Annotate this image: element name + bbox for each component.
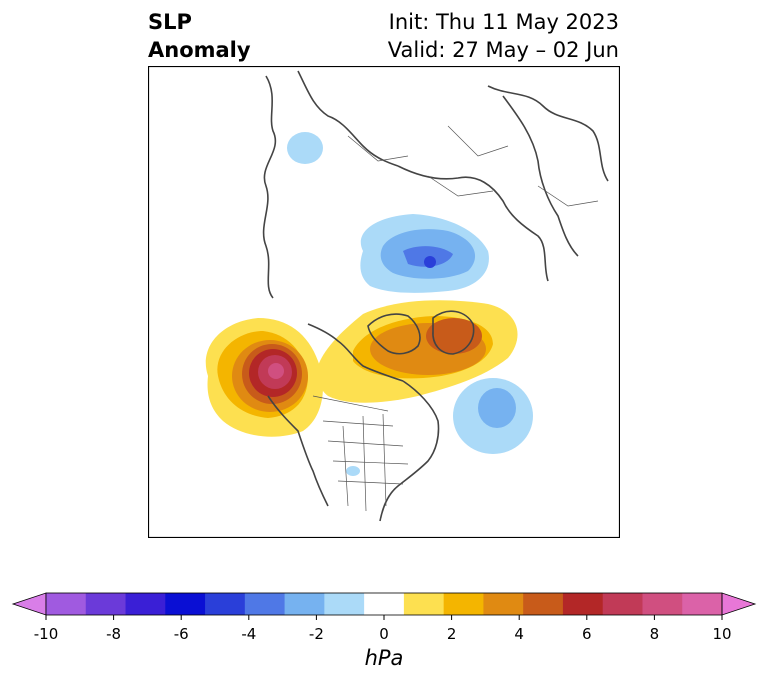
colorbar-cell xyxy=(483,593,524,615)
colorbar-cell xyxy=(682,593,723,615)
colorbar-cell xyxy=(125,593,166,615)
date-title: Init: Thu 11 May 2023 Valid: 27 May – 02… xyxy=(388,8,619,64)
colorbar-tick-label: -10 xyxy=(33,625,59,643)
colorbar-tick-label: 4 xyxy=(514,625,524,643)
colorbar-tick-label: 6 xyxy=(582,625,592,643)
colorbar-tick-label: 10 xyxy=(712,625,732,643)
colorbar-cell xyxy=(85,593,127,615)
colorbar-cell xyxy=(165,593,206,615)
slp-anomaly-map xyxy=(148,66,620,538)
colorbar-tick-label: -4 xyxy=(241,625,257,643)
colorbar-tick-label: 2 xyxy=(446,625,457,643)
colorbar-ticks xyxy=(45,615,723,620)
anomaly-negative-east-asia-small xyxy=(287,132,323,164)
colorbar-extend-low xyxy=(11,592,47,616)
colorbar-cell xyxy=(602,593,643,615)
colorbar-tick-label: 8 xyxy=(649,625,660,643)
colorbar-cell xyxy=(443,593,484,615)
map-border xyxy=(148,66,620,538)
colorbar-tick-label: 0 xyxy=(379,625,389,643)
colorbar-cell xyxy=(205,593,246,615)
valid-date: Valid: 27 May – 02 Jun xyxy=(387,38,619,62)
colorbar-unit-label: hPa xyxy=(364,646,404,670)
anomaly-negative-north-atlantic xyxy=(453,378,533,454)
colorbar-cell xyxy=(403,593,445,615)
variable-title-line2: Anomaly xyxy=(148,38,251,62)
colorbar-cell xyxy=(244,593,286,615)
anomaly-negative-arctic-siberia xyxy=(360,214,489,293)
variable-title-line1: SLP xyxy=(148,10,192,34)
anomaly-negative-us-small xyxy=(346,466,360,476)
anomaly-positive-north-pacific xyxy=(205,318,323,437)
colorbar-tick-label: -6 xyxy=(173,625,189,643)
country-borders xyxy=(312,125,599,512)
colorbar-cell xyxy=(562,593,604,615)
colorbar-tick-label: -8 xyxy=(106,625,122,643)
colorbar-extend-high xyxy=(721,592,757,616)
variable-title: SLP Anomaly xyxy=(148,8,251,64)
colorbar-cell xyxy=(523,593,564,615)
colorbar-cell xyxy=(642,593,683,615)
colorbar xyxy=(11,592,757,620)
colorbar-cell xyxy=(284,593,325,615)
colorbar-tick-label: -2 xyxy=(308,625,324,643)
colorbar-cells xyxy=(11,592,757,616)
colorbar-cell xyxy=(324,593,365,615)
init-date: Init: Thu 11 May 2023 xyxy=(388,10,619,34)
colorbar-cell xyxy=(364,593,405,615)
map-background xyxy=(148,66,620,538)
colorbar-cell xyxy=(46,593,87,615)
coastlines xyxy=(262,70,609,522)
